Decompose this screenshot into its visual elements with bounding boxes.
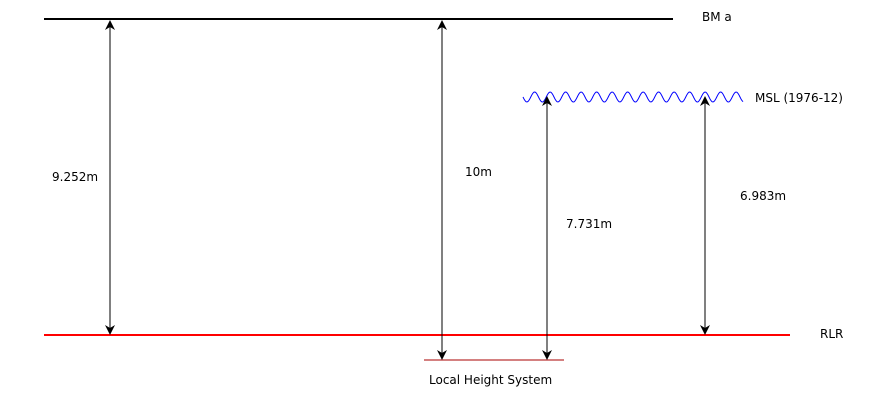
measurement-bm-to-local: 10m [465, 165, 492, 179]
local-height-label: Local Height System [429, 373, 553, 387]
msl-wavy-line [522, 91, 744, 103]
measurement-msl-to-rlr: 6.983m [740, 189, 787, 203]
measurement-msl-to-local: 7.731m [566, 217, 613, 231]
msl-label: MSL (1976-12) [755, 91, 843, 105]
bm-label: BM a [702, 10, 732, 24]
rlr-label: RLR [820, 327, 844, 341]
measurement-bm-to-rlr: 9.252m [52, 170, 99, 184]
